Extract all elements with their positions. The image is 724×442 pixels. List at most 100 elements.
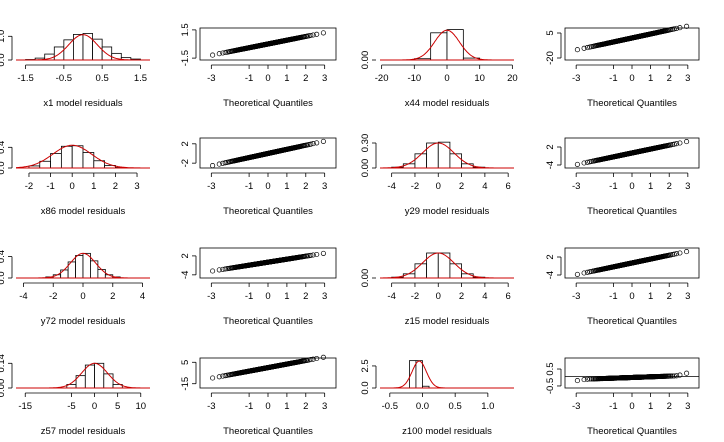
x-tick-label: 0 bbox=[436, 181, 441, 192]
qq-point bbox=[314, 251, 320, 258]
qq-point bbox=[677, 140, 683, 146]
qq-point bbox=[310, 252, 316, 258]
y-tick-label: -20 bbox=[545, 51, 556, 65]
histogram-bar bbox=[39, 160, 51, 169]
y-tick-label: 1.0 bbox=[0, 30, 7, 43]
qq-point bbox=[216, 51, 222, 57]
qq-point bbox=[210, 268, 216, 274]
x-tick-label: -15 bbox=[18, 401, 32, 412]
x-tick-label: 1 bbox=[648, 73, 653, 84]
x-axis-label: Theoretical Quantiles bbox=[223, 426, 313, 437]
histogram-bar bbox=[449, 153, 462, 169]
y-tick-label: 0.0 bbox=[360, 381, 371, 394]
x-tick-label: 10 bbox=[135, 401, 146, 412]
x-tick-label: -3 bbox=[207, 73, 215, 84]
x-tick-label: -4 bbox=[387, 291, 395, 302]
histogram-bar bbox=[82, 252, 91, 279]
qq-point bbox=[320, 250, 326, 256]
x-tick-label: 2 bbox=[459, 291, 464, 302]
x-tick-label: 3 bbox=[685, 401, 690, 412]
qq-point bbox=[581, 377, 587, 383]
y-tick-label: 2 bbox=[545, 254, 556, 259]
qq-point bbox=[581, 270, 587, 276]
x-tick-label: -3 bbox=[207, 401, 215, 412]
qq-point bbox=[671, 251, 677, 257]
panel-9: -4 -2 0 2 4 0.0 0.4 y72 model residuals bbox=[0, 250, 150, 327]
x-tick-label: -1 bbox=[609, 291, 617, 302]
y-tick-label: 0.5 bbox=[545, 362, 556, 375]
y-tick-label: 2 bbox=[545, 144, 556, 149]
x-tick-label: 3 bbox=[322, 181, 327, 192]
qq-frame bbox=[199, 357, 337, 389]
x-tick-label: 2 bbox=[113, 181, 118, 192]
x-tick-label: 0 bbox=[265, 291, 270, 302]
x-axis-label: Theoretical Quantiles bbox=[587, 206, 677, 217]
x-tick-label: 2 bbox=[110, 291, 115, 302]
x-tick-label: 3 bbox=[685, 291, 690, 302]
panel-6: -3 -1 0 1 2 3 -2 2 Theoretical Quantiles bbox=[180, 137, 337, 217]
histogram-bar bbox=[437, 141, 451, 169]
x-tick-label: -1 bbox=[609, 401, 617, 412]
panel-16: -3 -1 0 1 2 3 -0.5 0.5 Theoretical Quantiles bbox=[545, 357, 700, 437]
x-tick-label: 1 bbox=[91, 181, 96, 192]
qq-point bbox=[587, 159, 593, 165]
qq-point bbox=[308, 357, 314, 363]
x-axis-label: Theoretical Quantiles bbox=[223, 98, 313, 109]
x-tick-label: 3 bbox=[322, 73, 327, 84]
x-tick-label: 0 bbox=[436, 291, 441, 302]
y-tick-label: 1.5 bbox=[180, 23, 191, 36]
y-tick-label: -4 bbox=[545, 161, 556, 169]
y-tick-label: -0.5 bbox=[545, 378, 556, 394]
qq-frame bbox=[564, 247, 700, 279]
x-tick-label: -1 bbox=[46, 181, 54, 192]
histogram-bar bbox=[103, 373, 114, 389]
qq-point bbox=[320, 30, 326, 36]
qq-point bbox=[677, 250, 683, 256]
x-tick-label: -4 bbox=[19, 291, 27, 302]
x-axis-label: Theoretical Quantiles bbox=[587, 426, 677, 437]
histogram-bar bbox=[426, 252, 439, 279]
panel-4: -3 -1 0 1 2 3 -20 5 Theoretical Quantiles bbox=[545, 23, 700, 109]
x-tick-label: 2 bbox=[303, 291, 308, 302]
histogram-bar bbox=[60, 269, 69, 279]
histogram-bar bbox=[60, 145, 73, 169]
histogram-bar bbox=[414, 263, 428, 279]
x-tick-label: 2 bbox=[667, 181, 672, 192]
histogram-bar bbox=[461, 163, 474, 169]
x-tick-label: 0 bbox=[265, 181, 270, 192]
histogram-bar bbox=[63, 39, 74, 61]
x-tick-label: 20 bbox=[507, 73, 518, 84]
x-tick-label: 0.5 bbox=[449, 401, 462, 412]
qq-point bbox=[310, 141, 316, 147]
density-curve bbox=[380, 252, 514, 279]
panel-12: -3 -1 0 1 2 3 -4 2 Theoretical Quantiles bbox=[545, 247, 700, 327]
y-tick-label: -2 bbox=[180, 159, 191, 167]
x-axis-label: y29 model residuals bbox=[405, 206, 490, 217]
y-tick-label: 0.0 bbox=[0, 271, 7, 284]
x-tick-label: -1 bbox=[245, 291, 253, 302]
x-tick-label: 1 bbox=[284, 401, 289, 412]
x-axis-label: y72 model residuals bbox=[41, 316, 126, 327]
x-tick-label: -1 bbox=[245, 401, 253, 412]
x-tick-label: 1.5 bbox=[134, 73, 147, 84]
x-tick-label: -3 bbox=[572, 73, 580, 84]
x-tick-label: -3 bbox=[572, 181, 580, 192]
histogram-bar bbox=[402, 273, 416, 279]
x-tick-label: -2 bbox=[49, 291, 57, 302]
qq-point bbox=[574, 47, 580, 53]
x-tick-label: -0.5 bbox=[56, 73, 72, 84]
panel-10: -3 -1 0 1 2 3 -4 2 Theoretical Quantiles bbox=[180, 247, 337, 327]
x-tick-label: 1 bbox=[648, 181, 653, 192]
panel-2: -3 -1 0 1 2 3 -1.5 1.5 Theoretical Quantiles bbox=[180, 23, 337, 109]
histogram-bar bbox=[415, 360, 423, 389]
x-axis-label: Theoretical Quantiles bbox=[223, 206, 313, 217]
y-tick-label: 0.4 bbox=[0, 141, 7, 154]
x-tick-label: 1 bbox=[284, 291, 289, 302]
x-tick-label: 0 bbox=[629, 401, 634, 412]
qq-point bbox=[314, 140, 320, 146]
qq-point bbox=[674, 141, 680, 147]
x-tick-label: 6 bbox=[506, 181, 511, 192]
histogram-bar bbox=[92, 38, 103, 61]
panel-8: -3 -1 0 1 2 3 -4 2 Theoretical Quantiles bbox=[545, 137, 700, 217]
qq-point bbox=[308, 32, 314, 39]
